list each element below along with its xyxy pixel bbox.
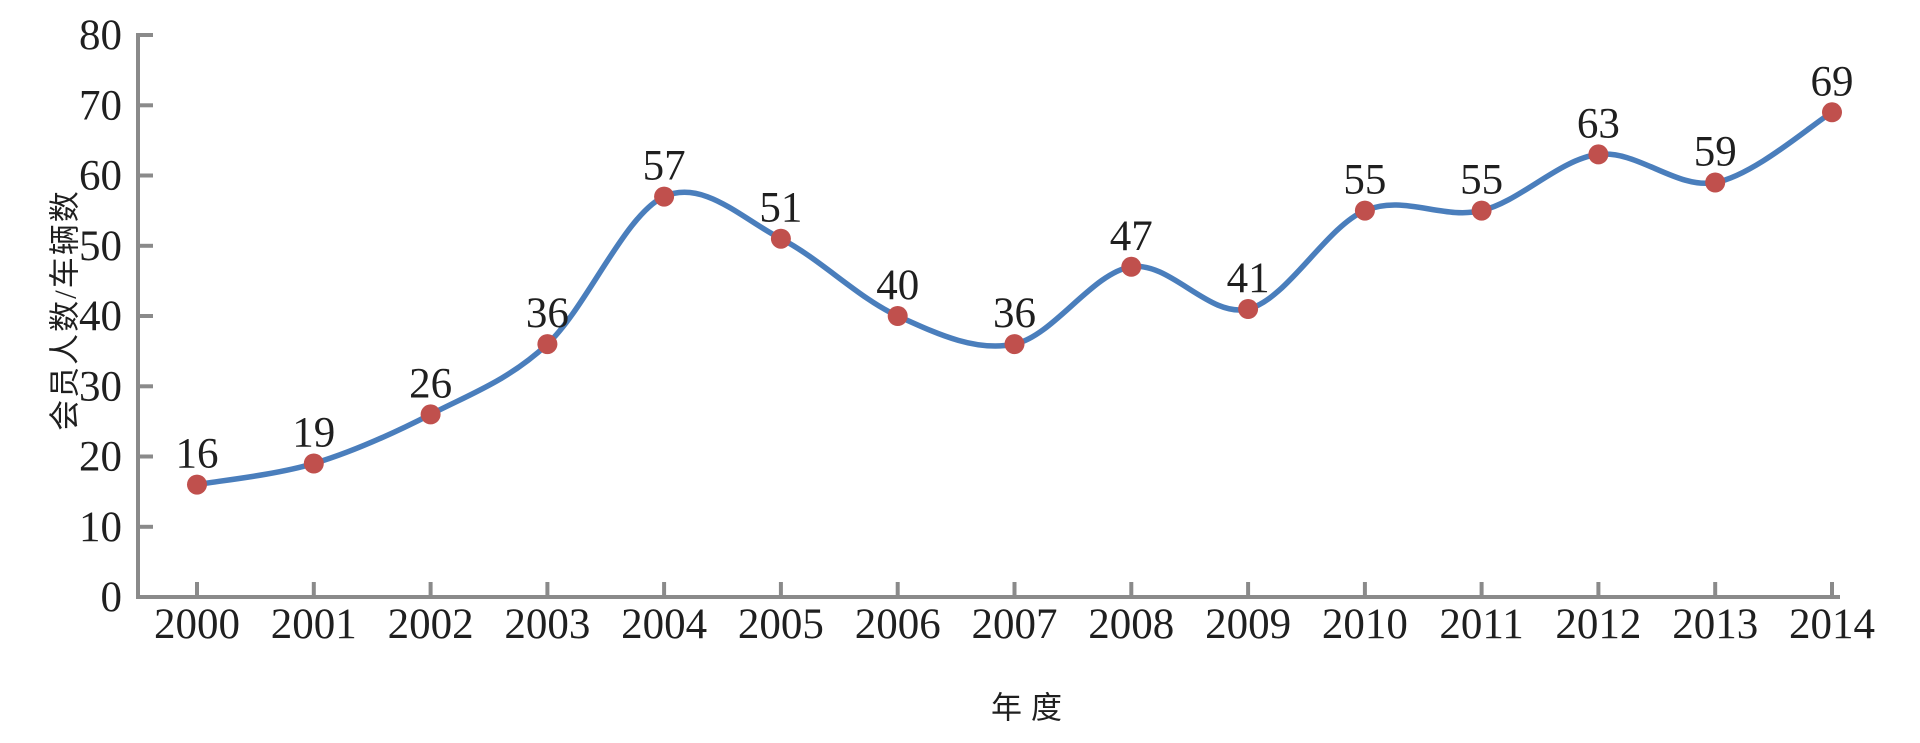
x-tick-label: 2009	[1205, 601, 1291, 648]
x-tick-label: 2001	[271, 601, 357, 648]
y-tick-label: 60	[79, 153, 122, 200]
x-tick-label: 2003	[504, 601, 590, 648]
y-tick-label: 0	[101, 574, 123, 621]
data-point-label: 26	[409, 360, 452, 407]
data-point-label: 16	[176, 431, 219, 478]
x-axis-title: 年度	[991, 690, 1071, 726]
y-tick-label: 20	[79, 434, 122, 481]
data-point-label: 55	[1343, 157, 1386, 204]
data-point-marker	[1354, 200, 1375, 221]
data-point-label: 51	[759, 185, 802, 232]
x-tick-label: 2011	[1439, 601, 1523, 648]
y-tick-label: 40	[79, 293, 122, 340]
data-point-marker	[654, 186, 675, 207]
y-axis-title: 会员人数/车辆数	[47, 189, 83, 431]
data-point-label: 19	[292, 410, 335, 457]
data-point-label: 55	[1460, 157, 1503, 204]
x-tick-label: 2013	[1672, 601, 1758, 648]
data-point-marker	[1238, 299, 1259, 319]
x-tick-label: 2002	[388, 601, 474, 648]
y-tick-label: 80	[79, 12, 122, 59]
y-tick-label: 50	[79, 223, 122, 270]
data-point-label: 63	[1577, 100, 1620, 147]
data-point-marker	[1004, 334, 1025, 355]
data-point-marker	[1822, 102, 1842, 123]
data-point-marker	[303, 453, 324, 474]
x-tick-label: 2010	[1322, 601, 1408, 648]
x-tick-label: 2000	[154, 601, 240, 648]
x-tick-label: 2012	[1555, 601, 1641, 648]
y-tick-label: 30	[79, 363, 122, 410]
x-tick-label: 2014	[1789, 601, 1875, 648]
data-point-marker	[420, 404, 441, 425]
data-point-marker	[1471, 200, 1492, 221]
y-tick-label: 70	[79, 82, 122, 129]
data-point-marker	[770, 228, 791, 249]
x-tick-label: 2004	[621, 601, 707, 648]
x-tick-label: 2006	[855, 601, 941, 648]
data-point-label: 40	[876, 262, 919, 309]
data-point-label: 69	[1811, 58, 1854, 105]
data-point-marker	[187, 474, 207, 495]
data-point-marker	[1121, 256, 1142, 277]
data-point-label: 41	[1227, 255, 1270, 302]
data-point-label: 59	[1694, 129, 1737, 176]
data-point-label: 47	[1110, 213, 1153, 260]
x-tick-label: 2005	[738, 601, 824, 648]
data-point-marker	[1588, 144, 1609, 165]
data-point-label: 36	[993, 290, 1036, 337]
data-point-marker	[1705, 172, 1726, 193]
data-point-label: 57	[643, 143, 686, 190]
data-point-marker	[537, 334, 558, 355]
data-point-marker	[887, 306, 908, 326]
data-point-label: 36	[526, 290, 569, 337]
x-tick-label: 2007	[972, 601, 1058, 648]
x-tick-label: 2008	[1088, 601, 1174, 648]
y-tick-label: 10	[79, 504, 122, 551]
